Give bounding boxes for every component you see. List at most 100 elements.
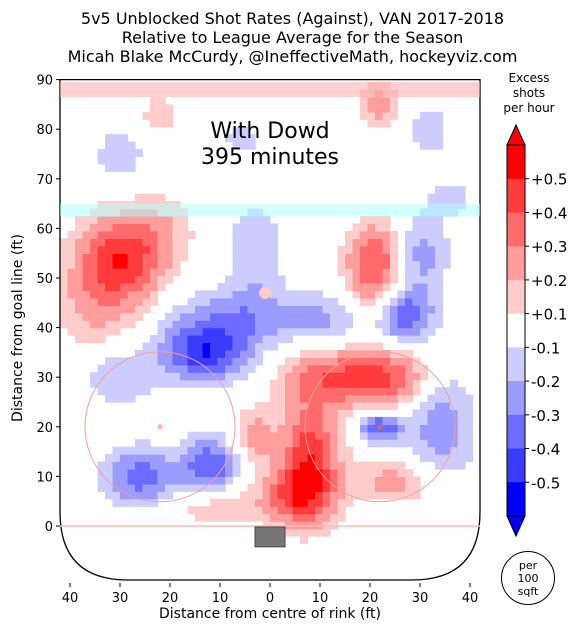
heat-cell <box>322 372 331 381</box>
heat-cell <box>337 476 346 485</box>
heat-cell <box>127 216 136 225</box>
heat-cell <box>247 134 256 143</box>
heat-cell <box>90 223 99 232</box>
heat-cell <box>150 104 159 113</box>
heat-cell <box>277 364 286 373</box>
heat-cell <box>322 483 331 492</box>
heat-cell <box>315 483 324 492</box>
heat-cell <box>127 275 136 284</box>
heat-cell <box>390 230 399 239</box>
heat-cell <box>330 461 339 470</box>
heat-cell <box>165 327 174 336</box>
heat-cell <box>127 379 136 388</box>
heat-cell <box>360 379 369 388</box>
heat-cell <box>270 268 279 277</box>
heat-cell <box>435 193 444 202</box>
heat-cell <box>442 439 451 448</box>
heat-cell <box>307 327 316 336</box>
heat-cell <box>330 357 339 366</box>
heat-cell <box>112 327 121 336</box>
heat-cell <box>127 476 136 485</box>
heat-cell <box>217 461 226 470</box>
heat-cell <box>240 282 249 291</box>
heat-cell <box>292 461 301 470</box>
heat-cell <box>285 297 294 306</box>
heat-cell <box>367 238 376 247</box>
heat-cell <box>225 320 234 329</box>
heat-cell <box>127 312 136 321</box>
heat-cell <box>217 439 226 448</box>
heat-cell <box>255 431 264 440</box>
heat-cell <box>397 297 406 306</box>
heat-cell <box>60 268 69 277</box>
colorbar-segment <box>507 178 525 213</box>
heat-cell <box>97 216 106 225</box>
heat-cell <box>292 320 301 329</box>
heat-cell <box>420 216 429 225</box>
heat-cell <box>412 491 421 500</box>
heat-cell <box>82 230 91 239</box>
heat-cell <box>307 446 316 455</box>
heat-cell <box>442 238 451 247</box>
heat-cell <box>165 245 174 254</box>
heat-cell <box>367 387 376 396</box>
heat-cell <box>172 216 181 225</box>
heat-cell <box>97 297 106 306</box>
heat-cell <box>412 134 421 143</box>
heat-cell <box>420 364 429 373</box>
heat-cell <box>172 245 181 254</box>
heat-cell <box>262 253 271 262</box>
heat-cell <box>105 476 114 485</box>
heat-cell <box>307 349 316 358</box>
heat-cell <box>172 335 181 344</box>
heat-cell <box>322 521 331 530</box>
heat-cell <box>97 387 106 396</box>
heat-cell <box>90 305 99 314</box>
heat-cell <box>435 253 444 262</box>
heat-cell <box>412 439 421 448</box>
heat-cell <box>412 387 421 396</box>
x-tick-label: 40 <box>62 591 79 606</box>
faceoff-circle <box>84 351 236 503</box>
heat-cell <box>345 268 354 277</box>
heat-cell <box>127 282 136 291</box>
heat-cell <box>285 335 294 344</box>
heat-cell <box>142 446 151 455</box>
heat-cell <box>427 312 436 321</box>
heat-cell <box>435 260 444 269</box>
heat-cell <box>247 446 256 455</box>
heat-cell <box>412 253 421 262</box>
heat-cell <box>337 305 346 314</box>
heat-cell <box>427 230 436 239</box>
heat-cell <box>105 320 114 329</box>
heat-cell <box>112 461 121 470</box>
heat-cell <box>285 379 294 388</box>
heat-cell <box>97 290 106 299</box>
heat-cell <box>427 245 436 254</box>
heat-cell <box>277 424 286 433</box>
heat-cell <box>210 439 219 448</box>
heat-cell <box>360 402 369 411</box>
heat-cell <box>247 335 256 344</box>
heat-cell <box>427 320 436 329</box>
heat-cell <box>315 476 324 485</box>
heat-cell <box>390 476 399 485</box>
heat-cell <box>397 431 406 440</box>
heat-cell <box>285 305 294 314</box>
heat-cell <box>112 216 121 225</box>
heat-cell <box>315 290 324 299</box>
heat-cell <box>375 372 384 381</box>
heat-cell <box>247 297 256 306</box>
heat-cell <box>120 282 129 291</box>
heat-cell <box>397 416 406 425</box>
heat-cell <box>150 193 159 202</box>
heat-cell <box>285 468 294 477</box>
heat-cell <box>375 342 384 351</box>
heat-cell <box>307 290 316 299</box>
heat-cell <box>375 253 384 262</box>
heat-cell <box>120 394 129 403</box>
heat-cell <box>345 476 354 485</box>
heat-cell <box>315 372 324 381</box>
heat-cell <box>202 297 211 306</box>
heat-cell <box>322 349 331 358</box>
